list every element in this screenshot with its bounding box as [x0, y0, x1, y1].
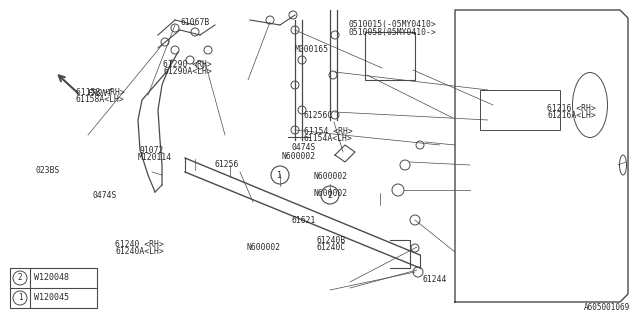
Text: 1: 1 — [278, 171, 282, 180]
Text: 61256: 61256 — [214, 160, 239, 169]
Text: 61621: 61621 — [291, 216, 316, 225]
Text: 0510058(05MY0410->: 0510058(05MY0410-> — [349, 28, 436, 36]
Text: 61244: 61244 — [422, 275, 447, 284]
Text: 023BS: 023BS — [35, 166, 60, 175]
Text: 61158A<LH>: 61158A<LH> — [76, 95, 124, 104]
Text: N600002: N600002 — [314, 189, 348, 198]
Bar — [365, 32, 415, 80]
Text: 0474S: 0474S — [93, 191, 117, 200]
Text: 61158 <RH>: 61158 <RH> — [76, 88, 124, 97]
Text: 61240C: 61240C — [317, 243, 346, 252]
Text: 61216A<LH>: 61216A<LH> — [547, 111, 596, 120]
Text: N600002: N600002 — [246, 243, 280, 252]
Text: 61290A<LH>: 61290A<LH> — [163, 67, 212, 76]
Text: A605001069: A605001069 — [584, 303, 630, 312]
Bar — [480, 90, 560, 130]
Text: 1: 1 — [18, 293, 22, 302]
Text: 61154 <RH>: 61154 <RH> — [304, 127, 353, 136]
Text: 0510015(-05MY0410>: 0510015(-05MY0410> — [349, 20, 436, 28]
Text: 61067B: 61067B — [180, 18, 210, 27]
Text: W120048: W120048 — [34, 274, 69, 283]
Text: N600002: N600002 — [282, 152, 316, 161]
Bar — [10, 268, 97, 308]
Text: FRONT: FRONT — [88, 89, 113, 98]
Text: 91072: 91072 — [140, 146, 164, 155]
Text: 61256C: 61256C — [304, 111, 333, 120]
Text: 2: 2 — [18, 274, 22, 283]
Text: 61240 <RH>: 61240 <RH> — [115, 240, 164, 249]
Text: N600002: N600002 — [314, 172, 348, 181]
Circle shape — [271, 166, 289, 184]
Text: 61154A<LH>: 61154A<LH> — [304, 134, 353, 143]
Text: M120114: M120114 — [138, 153, 172, 162]
Text: M000165: M000165 — [294, 45, 328, 54]
Text: W120045: W120045 — [34, 293, 69, 302]
Text: 61240B: 61240B — [317, 236, 346, 245]
Text: 61240A<LH>: 61240A<LH> — [115, 247, 164, 256]
Text: 61290 <RH>: 61290 <RH> — [163, 60, 212, 68]
Circle shape — [321, 186, 339, 204]
Text: 61216 <RH>: 61216 <RH> — [547, 104, 596, 113]
Text: 0474S: 0474S — [291, 143, 316, 152]
Text: 2: 2 — [328, 190, 333, 199]
